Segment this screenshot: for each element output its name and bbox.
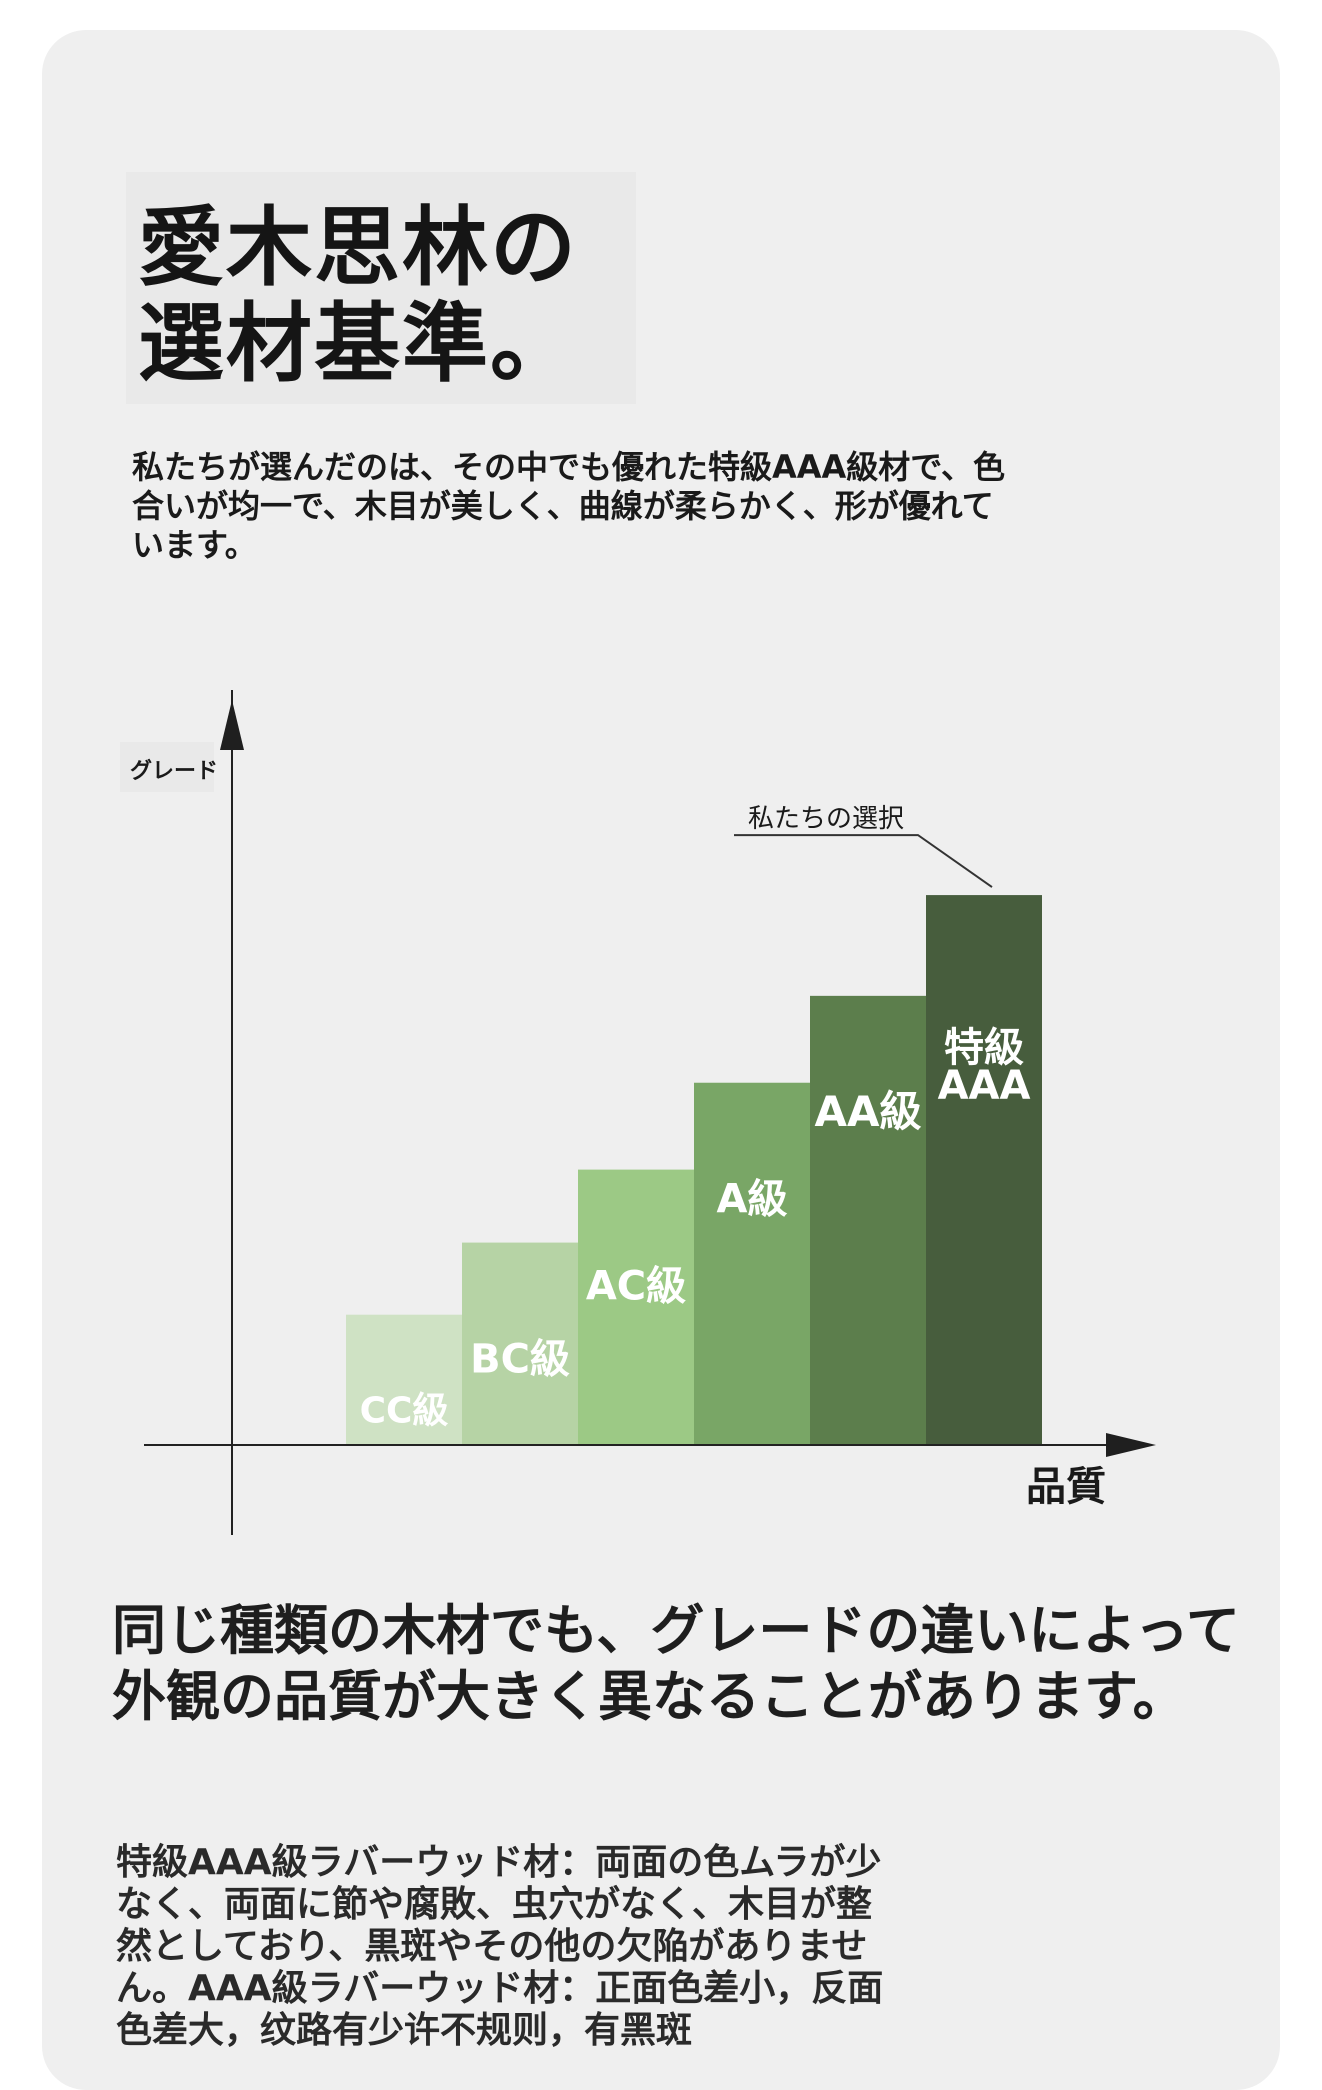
title-line-2: 選材基準。 xyxy=(138,294,578,394)
description-text: 特級AAA級ラバーウッド材：両面の色ムラが少なく、両面に節や腐敗、虫穴がなく、木… xyxy=(116,1842,884,2051)
headline-text: 同じ種類の木材でも、グレードの違いによって外観の品質が大きく異なることがあります… xyxy=(112,1599,1241,1728)
bar-5 xyxy=(810,995,926,1445)
intro-text: 私たちが選んだのは、その中でも優れた特級AAA級材で、色合いが均一で、木目が美し… xyxy=(132,448,1006,564)
bar-label-5: AA級 xyxy=(814,1087,921,1136)
bar-label-3: AC級 xyxy=(586,1264,686,1310)
title-background xyxy=(126,172,636,404)
annotation-label: 私たちの選択 xyxy=(748,804,904,834)
bar-label-2: BC級 xyxy=(470,1337,570,1383)
y-axis-label-background xyxy=(120,742,214,792)
bar-3 xyxy=(578,1169,694,1445)
bar-label-4: A級 xyxy=(717,1177,788,1223)
grade-quality-chart: CC級 BC級 AC級 A級 AA級 特級 AAA グレード 品質 私たちの選択 xyxy=(120,690,1180,1574)
axes-layer: グレード 品質 xyxy=(120,690,1156,1535)
y-axis-label: グレード xyxy=(130,758,218,784)
bar-label-6: 特級 AAA xyxy=(938,1025,1031,1109)
annotation-layer: 私たちの選択 xyxy=(734,804,993,888)
bar-2 xyxy=(462,1242,578,1445)
bar-6 xyxy=(926,895,1042,1445)
annotation-leader-line xyxy=(734,834,993,888)
bar-1 xyxy=(346,1314,462,1445)
y-axis-arrow xyxy=(220,700,244,750)
page-title: 愛木思林の 選材基準。 xyxy=(138,200,578,392)
bar-label-1: CC級 xyxy=(360,1391,449,1432)
x-axis-arrow xyxy=(1106,1433,1156,1457)
bar-4 xyxy=(694,1082,810,1445)
x-axis-label: 品質 xyxy=(1026,1464,1106,1510)
title-line-1: 愛木思林の xyxy=(138,198,578,298)
